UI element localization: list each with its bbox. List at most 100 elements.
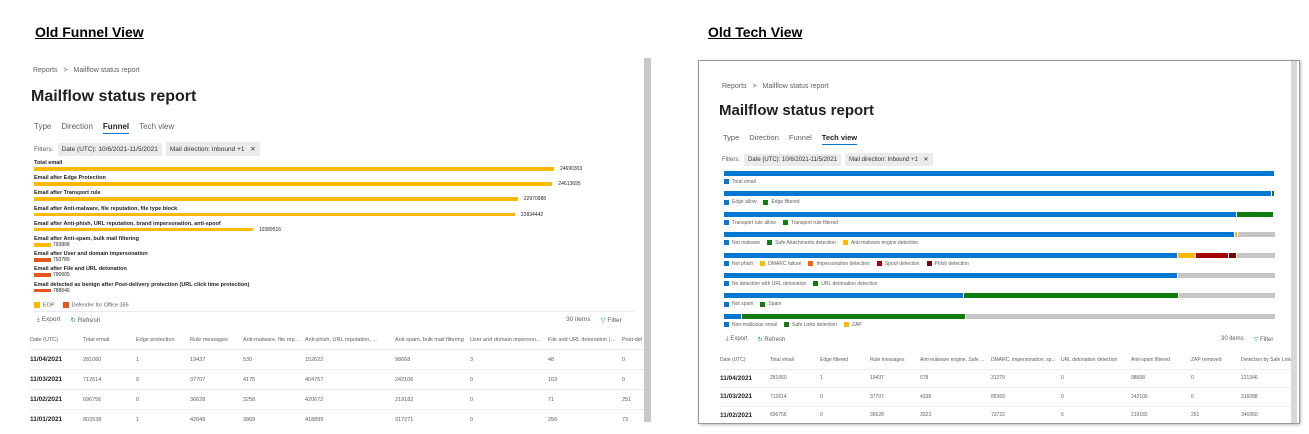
legend-item[interactable]: Anti-malware engine detection (842, 240, 918, 246)
funnel-bar[interactable] (34, 273, 51, 277)
column-header[interactable]: File and URL detonation (AT... (548, 336, 622, 343)
legend-item[interactable]: Spoof detection (876, 261, 920, 267)
legend-item[interactable]: Transport rule filtered (782, 220, 838, 226)
legend-eop[interactable]: EOP (34, 302, 55, 308)
funnel-bar[interactable] (34, 258, 51, 262)
bar-segment[interactable] (724, 171, 1274, 176)
breadcrumb-reports[interactable]: Reports (722, 83, 747, 90)
tab-type[interactable]: Type (723, 133, 740, 142)
bar-segment[interactable] (724, 293, 964, 299)
funnel-bar[interactable] (34, 182, 553, 186)
column-header[interactable]: Total email (83, 336, 110, 343)
funnel-bar[interactable] (34, 243, 51, 247)
column-header[interactable]: ZAP removed (1191, 356, 1222, 363)
bar-segment[interactable] (724, 252, 1177, 258)
bar-segment[interactable] (741, 313, 965, 319)
bar-segment[interactable] (1196, 252, 1228, 258)
column-header[interactable]: Anti-malware, file reputatio... (243, 336, 305, 343)
funnel-bar[interactable] (34, 288, 51, 293)
column-header[interactable]: Anti-spam filtered (1131, 356, 1170, 363)
legend-item[interactable]: Non-malicious email (724, 322, 777, 328)
funnel-bar[interactable] (34, 227, 253, 232)
table-row[interactable]: 11/02/2021 696756 0 36628 3323 73722 6 219182 25… (720, 407, 1290, 424)
column-header[interactable]: User and domain imperson... (470, 336, 541, 343)
legend-item[interactable]: No detection with URL detonation (724, 281, 806, 287)
direction-filter-chip[interactable]: Mail direction: Inbound +1 ✕ (844, 153, 933, 166)
legend-item[interactable]: Not phish (724, 261, 753, 267)
column-header[interactable]: Date (UTC) (30, 336, 59, 343)
bar-segment[interactable] (1237, 211, 1274, 217)
legend-item[interactable]: DMARC failure (760, 261, 801, 267)
bar-segment[interactable] (724, 232, 1234, 238)
tab-funnel[interactable]: Funnel (102, 122, 130, 134)
column-header[interactable]: URL detonation detection (1061, 356, 1118, 363)
table-row[interactable]: 11/01/2021 802538 1 42049 3869 418899 317271 0 2… (30, 410, 645, 422)
tab-funnel[interactable]: Funnel (788, 133, 812, 142)
tab-tech-view[interactable]: Tech view (139, 122, 175, 131)
legend-item[interactable]: Spam (760, 301, 781, 307)
scrollbar[interactable] (644, 58, 651, 422)
legend-defender[interactable]: Defender for Office 365 (62, 302, 129, 308)
table-row[interactable]: 11/03/2021 712614 0 37707 4338 85369 0 242106 0 3… (720, 388, 1290, 407)
legend-item[interactable]: Not spam (724, 301, 753, 307)
table-row[interactable]: 11/04/2021 281060 1 19437 578 31279 0 98668 0 121… (720, 370, 1290, 388)
column-header[interactable]: Date (UTC) (720, 356, 746, 363)
export-button[interactable]: ⤓ Export (37, 316, 60, 324)
bar-segment[interactable] (1272, 191, 1274, 197)
bar-segment[interactable] (724, 211, 1237, 217)
export-button[interactable]: ⤓ Export (726, 336, 748, 343)
refresh-button[interactable]: ↻ Refresh (758, 336, 786, 343)
export-label: Export (41, 316, 61, 323)
column-header[interactable]: Anti-phish, URL reputation, ... (305, 336, 377, 343)
table-cell: 0 (470, 376, 474, 383)
column-header[interactable]: Anti-malware engine, Safe ... (920, 356, 985, 363)
column-header[interactable]: Rule messages (870, 356, 905, 363)
table-row[interactable]: 11/03/2021 712614 0 37707 4175 404757 242106 0 1… (30, 370, 645, 390)
filter-button[interactable]: ▽ Filter (601, 316, 622, 324)
tab-type[interactable]: Type (34, 122, 52, 131)
table-cell: 73722 (991, 412, 1005, 419)
bar-segment[interactable] (1234, 232, 1238, 238)
date-filter-chip[interactable]: Date (UTC): 10/6/2021-11/5/2021 (744, 153, 841, 166)
tab-direction[interactable]: Direction (61, 122, 93, 131)
legend-item[interactable]: Total email (724, 179, 756, 185)
legend-item[interactable]: Edge allow (724, 199, 756, 205)
filter-button[interactable]: ▽ Filter (1254, 336, 1274, 343)
legend-item[interactable]: Safe Attachments detection (767, 240, 836, 246)
tab-tech-view[interactable]: Tech view (821, 133, 858, 145)
legend-item[interactable]: URL detonation detection (813, 281, 878, 287)
legend-item[interactable]: Transport rule allow (724, 220, 776, 226)
funnel-bar[interactable] (34, 197, 518, 201)
funnel-bar[interactable] (34, 212, 515, 217)
bar-segment[interactable] (724, 191, 1272, 197)
table-row[interactable]: 11/02/2021 696756 0 36628 3258 420672 219182 0 7… (30, 390, 645, 410)
bar-segment[interactable] (1177, 252, 1195, 258)
date-filter-chip[interactable]: Date (UTC): 10/6/2021-11/5/2021 (57, 142, 162, 156)
tab-direction[interactable]: Direction (749, 133, 779, 142)
column-header[interactable]: Edge filtered (820, 356, 849, 363)
table-row[interactable]: 11/04/2021 281060 1 19437 530 152622 98668 3 48 0 (30, 350, 645, 370)
bar-segment[interactable] (964, 293, 1178, 299)
scrollbar[interactable] (1291, 61, 1297, 423)
bar-segment-remainder (1237, 252, 1275, 258)
legend-item[interactable]: Not malware (724, 240, 760, 246)
legend-item[interactable]: ZAP (844, 322, 862, 328)
breadcrumb-reports[interactable]: Reports (33, 67, 58, 74)
column-header[interactable]: Edge protection (136, 336, 175, 343)
column-header[interactable]: Anti-spam, bulk mail filtering (395, 336, 464, 343)
bar-segment[interactable] (724, 273, 1177, 278)
direction-filter-chip[interactable]: Mail direction: Inbound +1 ✕ (165, 142, 260, 156)
refresh-button[interactable]: ↻ Refresh (70, 316, 100, 324)
close-icon[interactable]: ✕ (923, 157, 929, 163)
funnel-bar[interactable] (34, 167, 554, 171)
close-icon[interactable]: ✕ (250, 146, 256, 153)
legend-item[interactable]: Phish detection (926, 261, 969, 267)
column-header[interactable]: DMARC, impersonation, sp... (991, 356, 1056, 363)
legend-item[interactable]: Edge filtered (763, 199, 800, 205)
legend-item[interactable]: Impersonation detection (808, 261, 870, 267)
column-header[interactable]: Rule messages (190, 336, 228, 343)
bar-segment[interactable] (1228, 252, 1237, 258)
bar-segment[interactable] (724, 313, 741, 319)
column-header[interactable]: Total email (770, 356, 794, 363)
legend-item[interactable]: Safe Links detection (784, 322, 837, 328)
